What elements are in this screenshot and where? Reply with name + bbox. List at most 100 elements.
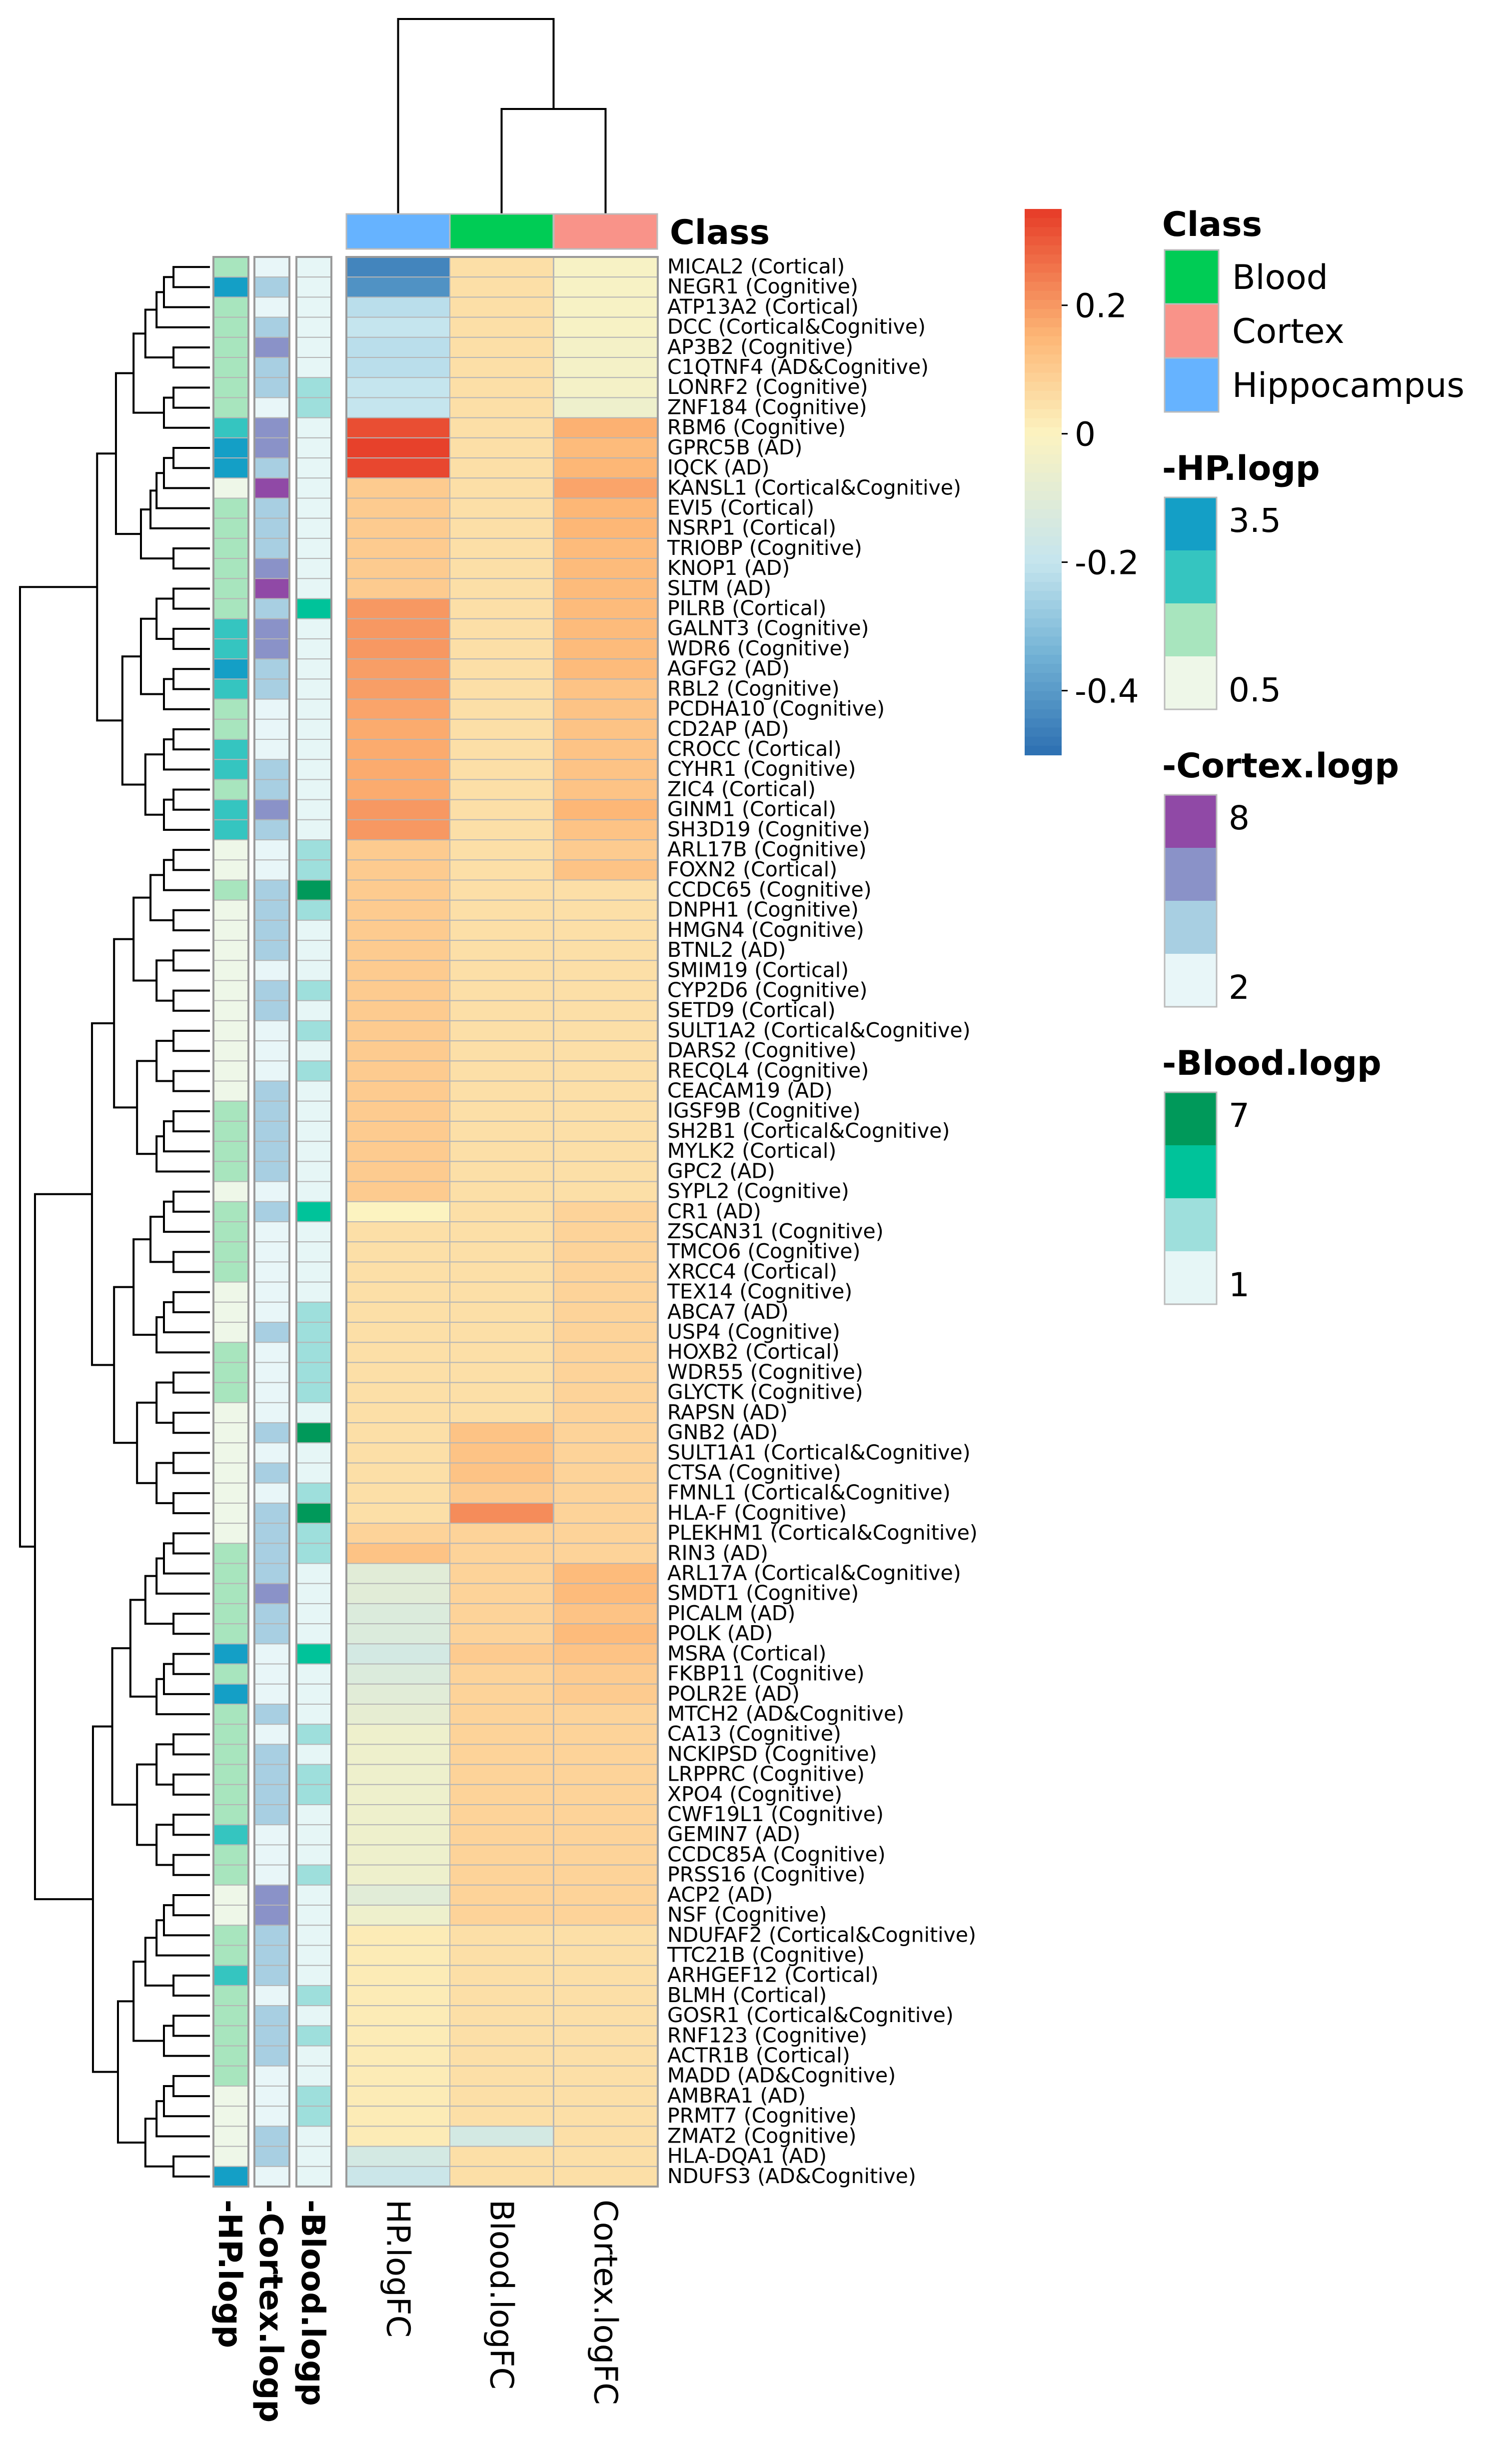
gradient-step xyxy=(1025,272,1062,282)
gradient-step xyxy=(1025,290,1062,300)
hp-logp-legend-tick: 3.5 xyxy=(1229,501,1281,540)
logp-annotation-cell xyxy=(254,1784,290,1806)
heatmap-cell xyxy=(553,1060,658,1082)
row-label: SMDT1 (Cognitive) xyxy=(667,1581,859,1605)
logp-annotation-cell xyxy=(296,839,332,861)
logp-annotation-cell xyxy=(296,678,332,700)
dendrogram-branch xyxy=(144,753,164,816)
dendrogram-branch xyxy=(111,1647,137,1806)
row-label: CCDC85A (Cognitive) xyxy=(667,1842,886,1866)
heatmap-cell xyxy=(346,357,450,378)
heatmap-cell xyxy=(346,1643,450,1665)
logp-annotation-cell xyxy=(296,1945,332,1966)
class-bar-label: Class xyxy=(670,213,770,252)
heatmap-cell xyxy=(346,1161,450,1182)
heatmap-cell xyxy=(346,1181,450,1202)
heatmap-cell xyxy=(553,1925,658,1946)
logp-annotation-cell xyxy=(296,618,332,639)
logp-annotation-cell xyxy=(296,2146,332,2167)
heatmap-cell xyxy=(553,1543,658,1564)
class-legend-title: Class xyxy=(1162,205,1262,244)
heatmap-cell xyxy=(553,1724,658,1745)
dendrogram-branch xyxy=(114,372,141,535)
cortex-logp-legend-swatch xyxy=(1165,954,1217,1007)
logp-annotation-cell xyxy=(254,1482,290,1504)
row-label: AMBRA1 (AD) xyxy=(667,2084,806,2108)
heatmap-cell xyxy=(346,1241,450,1263)
blood-logp-legend-tick: 1 xyxy=(1229,1266,1250,1304)
dendrogram-branch xyxy=(136,1060,157,1155)
heatmap-cell xyxy=(449,1925,554,1946)
heatmap-cell xyxy=(346,1844,450,1866)
heatmap-cells xyxy=(345,256,659,2188)
heatmap-cell xyxy=(553,1281,658,1303)
logp-annotation-cell xyxy=(213,1844,249,1866)
gradient-step xyxy=(1025,645,1062,655)
heatmap-cell xyxy=(449,718,554,740)
heatmap-cell xyxy=(553,1945,658,1966)
logp-annotation-cell xyxy=(296,296,332,318)
logp-annotation-cell xyxy=(296,2126,332,2147)
heatmap-cell xyxy=(346,598,450,619)
logp-annotation-cell xyxy=(254,1020,290,1042)
row-label: ARHGEF12 (Cortical) xyxy=(667,1963,879,1987)
logp-annotation-cell xyxy=(296,276,332,298)
heatmap-cell xyxy=(553,1080,658,1102)
heatmap-cell xyxy=(449,1342,554,1363)
row-label: CTSA (Cognitive) xyxy=(667,1460,841,1484)
dendrogram-branch xyxy=(163,1301,210,1334)
logp-annotation-cell xyxy=(254,2025,290,2047)
heatmap-cell xyxy=(346,1342,450,1363)
heatmap-cell xyxy=(449,517,554,539)
row-label: WDR6 (Cognitive) xyxy=(667,636,850,660)
row-label: HLA-F (Cognitive) xyxy=(667,1501,847,1525)
dendrogram-branch xyxy=(132,1961,164,2042)
heatmap-cell xyxy=(449,276,554,298)
logp-annotation-cell xyxy=(213,1744,249,1765)
logp-annotation-cell xyxy=(296,1442,332,1464)
row-label: GALNT3 (Cognitive) xyxy=(667,616,869,640)
heatmap-cell xyxy=(449,1482,554,1504)
gradient-step xyxy=(1025,600,1062,610)
heatmap-cell xyxy=(449,477,554,499)
row-label: SETD9 (Cortical) xyxy=(667,998,836,1022)
dendrogram-branch xyxy=(163,2085,210,2118)
heatmap-cell xyxy=(346,316,450,338)
hp-logp-legend: -HP.logp 3.5 0.5 xyxy=(1162,449,1320,710)
row-label: FOXN2 (Cortical) xyxy=(667,857,837,881)
heatmap-cell xyxy=(553,2065,658,2087)
heatmap-cell xyxy=(346,1563,450,1584)
heatmap-cell xyxy=(553,1442,658,1464)
heatmap-cell xyxy=(553,417,658,438)
logp-annotation-cell xyxy=(296,1261,332,1283)
gradient-step xyxy=(1025,745,1062,755)
logp-annotation-cell xyxy=(254,1442,290,1464)
heatmap-cell xyxy=(449,819,554,841)
heatmap-cell xyxy=(346,1864,450,1886)
logp-annotation-cell xyxy=(213,1683,249,1705)
annotation-frame xyxy=(295,256,332,2188)
dendrogram-branch xyxy=(172,547,210,570)
heatmap-cell xyxy=(449,658,554,680)
heatmap-cell xyxy=(553,2085,658,2107)
dendrogram-branch xyxy=(172,849,210,871)
gradient-step xyxy=(1025,327,1062,337)
logp-annotation-cell xyxy=(296,960,332,981)
logp-annotation-cell xyxy=(213,1523,249,1544)
gradient-step xyxy=(1025,427,1062,437)
dendrogram-branch xyxy=(172,1532,210,1555)
logp-annotation-cell xyxy=(213,1864,249,1886)
logp-annotation-cell xyxy=(213,1563,249,1584)
row-label: ABCA7 (AD) xyxy=(667,1300,789,1324)
heatmap-cell xyxy=(346,1040,450,1062)
dendrogram-branch xyxy=(155,1381,174,1424)
heatmap-cell xyxy=(553,799,658,820)
heatmap-cell xyxy=(553,598,658,619)
gradient-step xyxy=(1025,554,1062,564)
row-label: PLEKHM1 (Cortical&Cognitive) xyxy=(667,1521,978,1545)
row-label: MICAL2 (Cortical) xyxy=(667,254,845,278)
dendrogram-branch xyxy=(172,627,210,650)
heatmap-cell xyxy=(553,2166,658,2187)
logp-annotation-cell xyxy=(254,1543,290,1564)
heatmap-cell xyxy=(346,879,450,901)
